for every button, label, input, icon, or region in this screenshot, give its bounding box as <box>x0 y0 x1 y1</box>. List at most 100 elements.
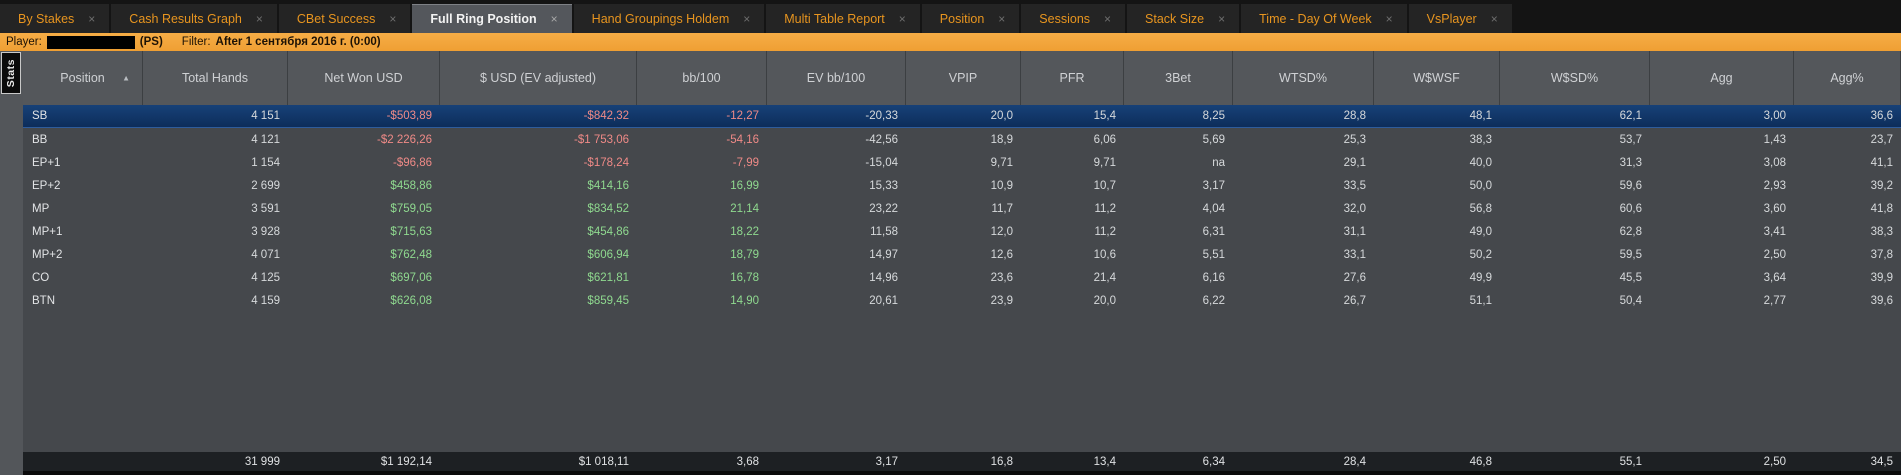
table-cell: 11,2 <box>1094 225 1116 238</box>
content-area: Stats Position ▲ Total Hands Net Won USD $ U… <box>0 51 1901 475</box>
table-cell: 56,8 <box>1469 202 1492 215</box>
tab-cash-results-graph[interactable]: Cash Results Graph × <box>111 4 277 33</box>
table-cell: 2 699 <box>251 179 280 192</box>
column-header-vpip[interactable]: VPIP <box>906 51 1021 105</box>
tab-label: Stack Size <box>1145 11 1205 26</box>
tab-time-day-of-week[interactable]: Time - Day Of Week × <box>1241 4 1407 33</box>
totals-cell: 46,8 <box>1469 455 1492 468</box>
column-header-pfr[interactable]: PFR <box>1021 51 1124 105</box>
table-row-sb[interactable]: SB 4 151 -$503,89 -$842,32 -12,27 -20,33 20,0 1… <box>23 105 1901 128</box>
tab-cbet-success[interactable]: CBet Success × <box>278 4 411 33</box>
column-header-bb-100[interactable]: bb/100 <box>637 51 767 105</box>
close-icon[interactable]: × <box>550 12 558 26</box>
table-cell: 6,31 <box>1202 225 1225 238</box>
table-cell: 12,6 <box>990 248 1013 261</box>
column-header-w-sd-[interactable]: W$SD% <box>1500 51 1650 105</box>
table-cell: -$96,86 <box>392 156 432 169</box>
table-cell: -$503,89 <box>386 110 432 122</box>
tab-multi-table-report[interactable]: Multi Table Report × <box>766 4 920 33</box>
tab-position[interactable]: Position × <box>921 4 1020 33</box>
table-cell: 4 159 <box>251 294 280 307</box>
column-header-label: bb/100 <box>682 71 721 85</box>
table-row-co[interactable]: CO 4 125 $697,06 $621,81 16,78 14,96 23,6 21,4 6… <box>23 266 1901 289</box>
table-cell: 38,3 <box>1870 225 1893 238</box>
position-report-table: Position ▲ Total Hands Net Won USD $ USD (EV… <box>23 51 1901 475</box>
table-cell: 10,6 <box>1093 248 1116 261</box>
column-header-total-hands[interactable]: Total Hands <box>143 51 288 105</box>
table-cell: 12,0 <box>990 225 1013 238</box>
totals-cell: 6,34 <box>1202 455 1225 468</box>
close-icon[interactable]: × <box>1218 11 1226 26</box>
close-icon[interactable]: × <box>898 11 906 26</box>
column-header-position[interactable]: Position ▲ <box>23 51 143 105</box>
tab-label: By Stakes <box>18 11 75 26</box>
table-row-btn[interactable]: BTN 4 159 $626,08 $859,45 14,90 20,61 23,9 20,0… <box>23 289 1901 312</box>
table-cell: -15,04 <box>865 156 898 169</box>
table-cell: 41,8 <box>1870 202 1893 215</box>
tab-sessions[interactable]: Sessions × <box>1021 4 1126 33</box>
table-cell: 15,33 <box>869 179 898 192</box>
table-cell: 3 591 <box>251 202 280 215</box>
column-header-ev-bb-100[interactable]: EV bb/100 <box>767 51 906 105</box>
column-header-label: PFR <box>1059 71 1085 85</box>
column-header-agg[interactable]: Agg <box>1650 51 1794 105</box>
column-header-3bet[interactable]: 3Bet <box>1124 51 1233 105</box>
totals-cell: 16,8 <box>990 455 1013 468</box>
tab-hand-groupings-holdem[interactable]: Hand Groupings Holdem × <box>573 4 765 33</box>
close-icon[interactable]: × <box>1104 11 1112 26</box>
column-header-net-won-usd[interactable]: Net Won USD <box>288 51 440 105</box>
table-cell: 11,2 <box>1094 202 1116 215</box>
table-cell: -7,99 <box>732 156 759 169</box>
close-icon[interactable]: × <box>998 11 1006 26</box>
table-cell: -$178,24 <box>583 156 629 169</box>
tab-full-ring-position[interactable]: Full Ring Position × <box>412 4 572 33</box>
table-cell: 4,04 <box>1202 202 1225 215</box>
table-cell: $454,86 <box>587 225 629 238</box>
close-icon[interactable]: × <box>743 11 751 26</box>
table-row-mp-1[interactable]: MP+1 3 928 $715,63 $454,86 18,22 11,58 12,0 11,… <box>23 220 1901 243</box>
table-cell: 15,4 <box>1093 110 1116 122</box>
table-cell: 62,1 <box>1619 110 1642 122</box>
table-row-ep-1[interactable]: EP+1 1 154 -$96,86 -$178,24 -7,99 -15,04 9,71 9… <box>23 151 1901 174</box>
close-icon[interactable]: × <box>1490 11 1498 26</box>
tab-stack-size[interactable]: Stack Size × <box>1127 4 1240 33</box>
table-cell: 11,7 <box>991 202 1013 215</box>
column-header--usd-ev-adjusted-[interactable]: $ USD (EV adjusted) <box>440 51 637 105</box>
totals-cell: 34,5 <box>1870 455 1893 468</box>
table-cell: 41,1 <box>1870 156 1893 169</box>
column-header-wtsd-[interactable]: WTSD% <box>1233 51 1374 105</box>
table-cell: 31,1 <box>1343 225 1366 238</box>
table-cell: 60,6 <box>1619 202 1642 215</box>
table-row-mp[interactable]: MP 3 591 $759,05 $834,52 21,14 23,22 11,7 11,2 4… <box>23 197 1901 220</box>
table-cell: 3,17 <box>1202 179 1225 192</box>
tab-by-stakes[interactable]: By Stakes × <box>0 4 110 33</box>
table-cell: 18,79 <box>730 248 759 261</box>
tab-label: Full Ring Position <box>430 12 537 26</box>
table-cell: $859,45 <box>587 294 629 307</box>
table-row-mp-2[interactable]: MP+2 4 071 $762,48 $606,94 18,79 14,97 12,6 10,… <box>23 243 1901 266</box>
tab-label: CBet Success <box>296 11 376 26</box>
column-header-agg-[interactable]: Agg% <box>1794 51 1901 105</box>
column-header-w-wsf[interactable]: W$WSF <box>1374 51 1500 105</box>
table-cell: 51,1 <box>1469 294 1492 307</box>
close-icon[interactable]: × <box>389 11 397 26</box>
table-cell: 37,8 <box>1870 248 1893 261</box>
table-cell: 23,6 <box>990 271 1013 284</box>
table-cell: 10,7 <box>1093 179 1116 192</box>
totals-cell: 55,1 <box>1619 455 1642 468</box>
table-row-bb[interactable]: BB 4 121 -$2 226,26 -$1 753,06 -54,16 -42,56 1… <box>23 128 1901 151</box>
close-icon[interactable]: × <box>255 11 263 26</box>
close-icon[interactable]: × <box>88 11 96 26</box>
tab-vsplayer[interactable]: VsPlayer × <box>1408 4 1512 33</box>
stats-side-tab[interactable]: Stats <box>1 52 21 94</box>
table-cell: 20,0 <box>990 110 1013 122</box>
table-cell: -20,33 <box>865 110 898 122</box>
table-row-ep-2[interactable]: EP+2 2 699 $458,86 $414,16 16,99 15,33 10,9 10,… <box>23 174 1901 197</box>
table-cell: 53,7 <box>1619 133 1642 146</box>
table-cell: 50,2 <box>1469 248 1492 261</box>
tab-label: Multi Table Report <box>784 11 885 26</box>
table-cell: EP+2 <box>32 179 61 192</box>
table-cell: $606,94 <box>587 248 629 261</box>
close-icon[interactable]: × <box>1385 11 1393 26</box>
